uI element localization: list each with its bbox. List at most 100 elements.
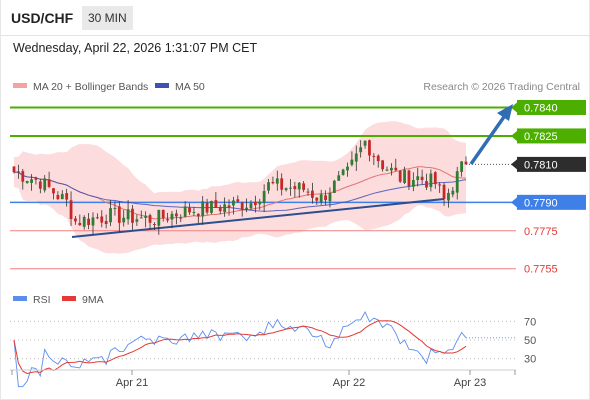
candle-body [174,213,178,217]
candle-body [170,213,174,220]
candle-body [341,169,345,175]
candle-body [407,170,411,187]
rsi-ma-line [13,320,467,375]
candle-body [117,206,121,223]
candle-body [359,147,363,153]
candle-body [425,181,428,188]
candle-body [43,178,47,191]
rsi-line [13,311,467,388]
candle-body [188,207,191,213]
bollinger-band [14,121,466,254]
candle-body [161,209,165,218]
candle-body [267,182,270,191]
candle-body [447,192,450,201]
candle-body [455,171,459,193]
candle-body [381,160,385,170]
ma50-legend-swatch [155,83,169,88]
candle-body [385,169,389,171]
candle-body [363,140,367,146]
candle-body [433,172,437,185]
rsi-tick-70: 70 [524,316,536,328]
candle-body [368,140,371,156]
candle-body [354,153,358,162]
candle-body [227,205,231,208]
candle-body [416,176,420,181]
candle-body [293,186,297,190]
candle-body [65,193,69,200]
candle-body [271,181,275,184]
candle-body [411,180,415,187]
candle-body [245,207,248,210]
candle-body [258,201,262,205]
candle-body [12,166,16,173]
level-label-0-7790: 0.7790 [524,197,558,209]
candle-body [122,217,126,223]
level-tag-pointer-0-7825 [511,130,517,141]
candle-body [21,171,25,182]
candle-body [346,166,349,171]
level-label-0-7775: 0.7775 [524,226,558,238]
candle-body [201,201,205,217]
level-tag-0-7810 [517,156,586,172]
level-tag-pointer-0-7840 [511,102,517,113]
level-tag-0-7825 [517,128,586,144]
rsi-ma-legend-swatch [62,296,76,301]
x-tick-label-2: Apr 23 [454,377,486,389]
candle-body [183,206,187,217]
candle-body [30,179,33,183]
forecast-arrow-head [497,104,513,121]
candle-body [113,207,117,209]
candle-body [284,188,288,191]
rsi-ma-legend-label: 9MA [82,294,104,306]
candle-body [192,212,196,214]
candle-body [109,208,112,223]
candle-body [420,176,424,181]
level-label-0-7840: 0.7840 [524,102,558,114]
candle-body [306,191,310,193]
candle-body [372,155,376,157]
candle-body [205,202,209,213]
timeframe-button[interactable]: 30 MIN [82,6,133,30]
level-tag-pointer-0-7810 [511,159,517,170]
candle-body [275,178,279,184]
level-tag-0-7790 [517,194,586,210]
candle-body [398,170,402,182]
candle-body [139,217,143,219]
candle-body [16,171,20,173]
candle-body [464,161,468,165]
candle-body [442,184,446,199]
candle-body [69,200,73,220]
candle-body [332,180,336,194]
candle-body [153,224,156,226]
candle-body [95,217,99,219]
symbol-label: USD/CHF [11,10,74,26]
candle-body [253,201,257,206]
ma50-legend-label: MA 50 [175,81,205,93]
candle-body [210,200,213,213]
candle-body [126,209,130,220]
level-label-0-7755: 0.7755 [524,264,558,276]
candle-body [131,208,134,223]
candle-body [91,217,95,226]
credit-label: Research © 2026 Trading Central [423,81,580,93]
forecast-arrow-shaft [469,112,508,166]
level-tag-0-7840 [517,99,586,115]
candle-body [100,216,104,223]
candle-body [438,184,442,186]
rsi-tick-50: 50 [524,335,536,347]
candle-body [218,207,222,212]
level-tag-pointer-0-7790 [511,197,517,208]
ma20-legend-swatch [13,83,27,88]
candle-body [376,155,380,162]
candle-body [74,218,77,222]
candle-body [214,200,218,208]
candle-body [394,167,398,171]
datetime-label: Wednesday, April 22, 2026 1:31:07 PM CET [13,41,258,55]
candle-body [135,219,139,222]
candle-body [319,194,323,202]
level-label-0-7810: 0.7810 [524,159,558,171]
candle-body [240,202,244,210]
candle-body [82,216,86,227]
rsi-legend-swatch [13,296,27,301]
